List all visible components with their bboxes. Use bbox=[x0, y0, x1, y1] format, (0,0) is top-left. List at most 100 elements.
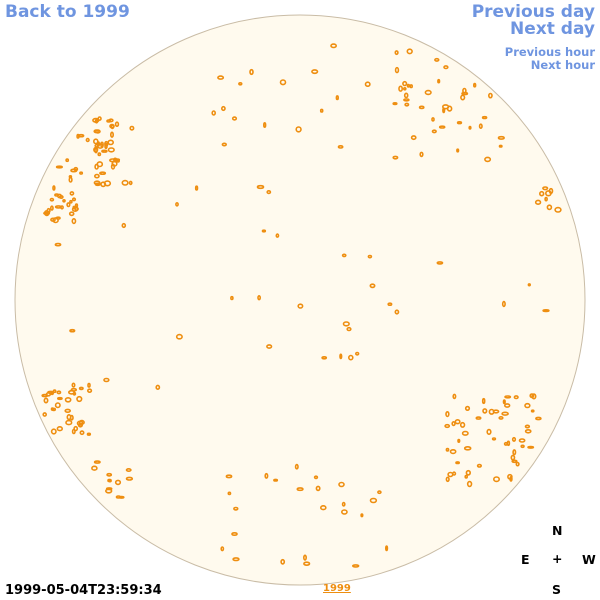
feature-mark bbox=[387, 302, 393, 307]
feature-mark bbox=[256, 184, 265, 190]
feature-mark bbox=[99, 171, 107, 175]
feature-mark bbox=[264, 472, 269, 479]
feature-mark bbox=[45, 391, 52, 397]
feature-mark bbox=[297, 303, 304, 309]
feature-mark bbox=[129, 125, 135, 131]
feature-mark bbox=[445, 476, 450, 483]
next-day-link[interactable]: Next day bbox=[510, 19, 595, 39]
back-to-year-link[interactable]: Back to 1999 bbox=[5, 2, 130, 22]
feature-mark bbox=[64, 396, 72, 403]
feature-mark bbox=[424, 89, 432, 96]
feature-mark bbox=[498, 144, 503, 148]
feature-mark bbox=[225, 474, 233, 479]
feature-mark bbox=[492, 476, 500, 483]
previous-day-link[interactable]: Previous day bbox=[471, 2, 595, 22]
feature-mark bbox=[92, 117, 100, 123]
feature-mark bbox=[71, 197, 77, 202]
feature-mark bbox=[369, 497, 378, 504]
feature-mark bbox=[70, 168, 78, 173]
feature-mark bbox=[249, 68, 254, 76]
feature-mark bbox=[108, 478, 112, 483]
feature-mark bbox=[403, 98, 410, 102]
feature-mark bbox=[449, 449, 457, 455]
feature-mark bbox=[96, 161, 104, 168]
feature-mark bbox=[54, 193, 60, 197]
feature-mark bbox=[520, 444, 525, 449]
feature-mark bbox=[544, 196, 548, 202]
solar-feature-contours bbox=[41, 43, 562, 568]
compass-west-label: W bbox=[582, 552, 596, 567]
previous-hour-link[interactable]: Previous hour bbox=[504, 45, 595, 59]
feature-mark bbox=[42, 412, 48, 417]
feature-mark bbox=[498, 415, 504, 420]
feature-mark bbox=[295, 126, 302, 133]
feature-mark bbox=[68, 211, 75, 217]
compass-center-icon: + bbox=[552, 551, 563, 566]
feature-mark bbox=[238, 82, 243, 86]
compass-east-label: E bbox=[521, 552, 530, 567]
feature-mark bbox=[398, 85, 404, 92]
feature-mark bbox=[507, 473, 513, 480]
feature-mark bbox=[60, 205, 64, 210]
feature-mark bbox=[220, 105, 226, 112]
feature-mark bbox=[128, 180, 133, 186]
feature-mark bbox=[79, 430, 85, 436]
feature-mark bbox=[481, 397, 486, 405]
feature-mark bbox=[62, 199, 66, 203]
feature-mark bbox=[406, 48, 413, 55]
feature-mark bbox=[534, 199, 542, 206]
feature-mark bbox=[510, 454, 516, 461]
feature-mark bbox=[431, 117, 435, 122]
feature-mark bbox=[501, 411, 509, 416]
feature-mark bbox=[468, 125, 472, 130]
feature-mark bbox=[497, 135, 505, 140]
feature-mark bbox=[478, 123, 483, 129]
feature-mark bbox=[230, 295, 234, 301]
feature-mark bbox=[542, 309, 550, 313]
feature-mark bbox=[419, 151, 424, 158]
feature-mark bbox=[524, 424, 531, 429]
feature-mark bbox=[404, 102, 410, 107]
feature-mark bbox=[464, 474, 469, 479]
feature-mark bbox=[452, 393, 457, 400]
feature-mark bbox=[503, 441, 509, 446]
feature-mark bbox=[392, 155, 399, 160]
feature-mark bbox=[106, 472, 113, 477]
observation-timestamp: 1999-05-04T23:59:34 bbox=[5, 583, 162, 598]
feature-mark bbox=[518, 438, 526, 443]
feature-mark bbox=[445, 411, 450, 418]
feature-mark bbox=[347, 354, 354, 361]
feature-mark bbox=[110, 124, 115, 130]
feature-mark bbox=[107, 147, 115, 153]
feature-mark bbox=[342, 321, 350, 327]
feature-mark bbox=[94, 173, 100, 179]
feature-mark bbox=[70, 387, 78, 392]
solar-disk bbox=[14, 14, 586, 586]
feature-mark bbox=[121, 179, 129, 186]
next-hour-link[interactable]: Next hour bbox=[530, 58, 595, 72]
feature-mark bbox=[456, 148, 460, 153]
feature-mark bbox=[275, 233, 280, 238]
feature-mark bbox=[50, 407, 55, 411]
feature-mark bbox=[542, 186, 549, 191]
feature-mark bbox=[418, 105, 425, 110]
feature-mark bbox=[352, 564, 360, 568]
feature-mark bbox=[65, 158, 70, 163]
feature-mark bbox=[93, 180, 101, 185]
feature-mark bbox=[273, 478, 279, 482]
feature-mark bbox=[66, 202, 71, 208]
feature-mark bbox=[444, 423, 451, 429]
feature-mark bbox=[94, 182, 101, 187]
feature-mark bbox=[436, 261, 444, 265]
feature-mark bbox=[437, 78, 441, 84]
feature-mark bbox=[341, 501, 346, 507]
feature-mark bbox=[296, 487, 304, 492]
feature-mark bbox=[266, 190, 272, 195]
feature-mark bbox=[530, 409, 535, 413]
feature-mark bbox=[114, 121, 120, 127]
feature-mark bbox=[69, 199, 73, 204]
feature-mark bbox=[194, 185, 199, 191]
year-link[interactable]: 1999 bbox=[323, 583, 351, 594]
feature-mark bbox=[335, 95, 339, 101]
